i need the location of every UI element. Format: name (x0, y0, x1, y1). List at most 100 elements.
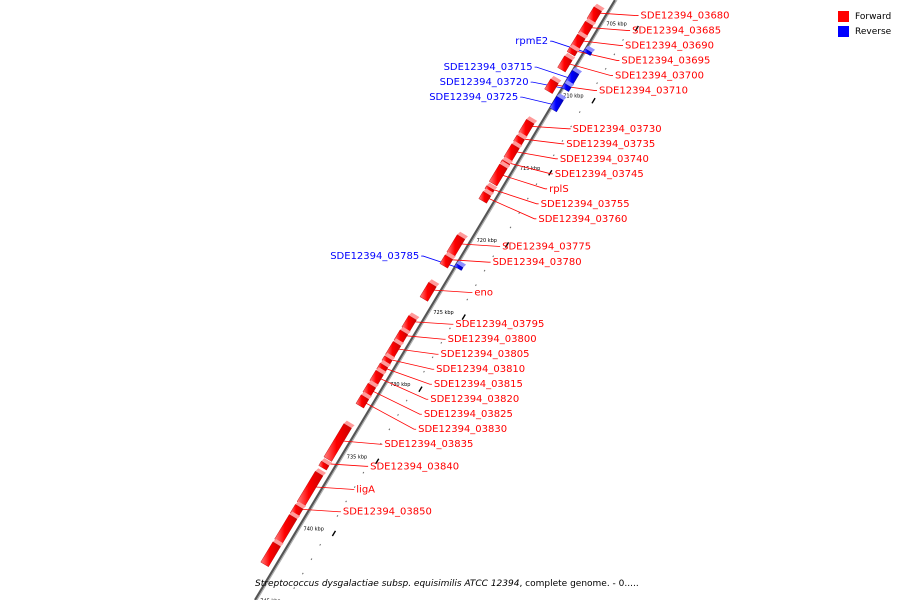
SDE12394_03725-gene[interactable] (549, 93, 567, 113)
gene-label[interactable]: ligA (356, 484, 375, 495)
gene-body (355, 394, 370, 409)
gene-body (419, 282, 437, 302)
minor-tick (578, 111, 581, 114)
SDE12394_03760-gene[interactable] (478, 188, 494, 204)
SDE12394_03840-gene[interactable] (318, 458, 333, 471)
gene-label[interactable]: SDE12394_03795 (455, 319, 544, 330)
gene-body (518, 119, 535, 138)
label-leader-line (333, 439, 383, 445)
SDE12394_03775-gene[interactable] (446, 231, 468, 257)
gene-label[interactable]: SDE12394_03685 (632, 26, 721, 37)
minor-tick (622, 39, 624, 41)
gene-label[interactable]: rplS (549, 184, 569, 195)
gene-body (446, 234, 466, 257)
legend-label-forward: Forward (855, 11, 892, 22)
gene-label[interactable]: SDE12394_03775 (502, 241, 591, 252)
gene-label[interactable]: SDE12394_03760 (538, 214, 627, 225)
gene-label[interactable]: SDE12394_03735 (566, 139, 655, 150)
gene-label[interactable]: SDE12394_03800 (448, 334, 537, 345)
rpmE2-gene[interactable] (583, 45, 596, 56)
SDE12394_03755-gene[interactable] (484, 182, 498, 194)
gene-top-face (526, 116, 538, 124)
minor-tick (345, 500, 347, 503)
gene-top-face (569, 44, 581, 52)
major-tick (591, 97, 596, 104)
SDE12394_03720-gene[interactable] (561, 80, 575, 92)
gene-label[interactable]: SDE12394_03700 (615, 71, 704, 82)
tick-label: 710 kbp (563, 94, 583, 100)
gene-label[interactable]: rpmE2 (515, 36, 548, 47)
gene-top-face (486, 182, 498, 191)
label-leader-line (515, 137, 565, 145)
gene-label[interactable]: SDE12394_03730 (573, 124, 662, 135)
gene-label[interactable]: SDE12394_03805 (441, 349, 530, 360)
gene-top-face (564, 80, 575, 88)
gene-label[interactable]: SDE12394_03830 (418, 424, 507, 435)
SDE12394_03695-gene[interactable] (566, 44, 581, 57)
gene-label[interactable]: SDE12394_03680 (641, 11, 730, 22)
gene-label[interactable]: SDE12394_03690 (625, 41, 714, 52)
label-leader-line (378, 365, 432, 385)
gene-label[interactable]: SDE12394_03850 (343, 507, 432, 518)
SDE12394_03740-gene[interactable] (503, 140, 523, 162)
gene-label[interactable]: SDE12394_03710 (599, 86, 688, 97)
tick-label: 745 kbp (260, 599, 280, 600)
gene-top-face (572, 67, 583, 75)
rplS-gene[interactable] (488, 161, 511, 187)
gene-label[interactable]: SDE12394_03725 (429, 92, 518, 103)
gene-label[interactable]: SDE12394_03785 (330, 251, 419, 262)
gene-label[interactable]: SDE12394_03740 (560, 154, 649, 165)
SDE12394_03680-gene[interactable] (586, 3, 605, 24)
label-leader-line (501, 160, 553, 175)
major-tick (548, 169, 553, 176)
unnamed-gene[interactable] (274, 511, 301, 544)
gene-label[interactable]: SDE12394_03825 (424, 409, 513, 420)
label-leader-line (389, 347, 439, 355)
gene-top-face (321, 458, 333, 466)
gene-label[interactable]: SDE12394_03780 (493, 257, 582, 268)
gene-top-face (428, 279, 440, 287)
minor-tick (440, 341, 443, 344)
SDE12394_03700-gene[interactable] (557, 52, 576, 73)
major-tick (504, 242, 510, 248)
SDE12394_03795-gene[interactable] (401, 312, 420, 332)
gene-label[interactable]: SDE12394_03715 (444, 62, 533, 73)
gene-label[interactable]: SDE12394_03835 (384, 439, 473, 450)
gene-label[interactable]: SDE12394_03720 (440, 77, 529, 88)
minor-tick (405, 399, 408, 402)
legend-item-forward[interactable]: Forward (838, 9, 891, 24)
label-leader-line (383, 357, 435, 370)
gene-label[interactable]: SDE12394_03755 (541, 199, 630, 210)
gene-label[interactable]: SDE12394_03695 (621, 56, 710, 67)
gene-body (561, 82, 572, 92)
legend-item-reverse[interactable]: Reverse (838, 24, 891, 39)
ligA-gene[interactable] (296, 468, 326, 507)
unnamed-gene[interactable] (260, 538, 284, 568)
eno-gene[interactable] (419, 279, 440, 302)
gene-top-face (502, 156, 513, 165)
SDE12394_03835-gene[interactable] (323, 420, 355, 462)
SDE12394_03780-gene[interactable] (439, 251, 456, 269)
gene-label[interactable]: SDE12394_03815 (434, 379, 523, 390)
SDE12394_03810-gene[interactable] (381, 352, 396, 366)
gene-top-face (556, 93, 567, 101)
label-leader-line (365, 387, 422, 415)
gene-top-face (400, 326, 411, 335)
label-leader-line (397, 334, 446, 340)
gene-label[interactable]: SDE12394_03745 (555, 169, 644, 180)
SDE12394_03820-gene[interactable] (369, 367, 387, 386)
SDE12394_03710-gene[interactable] (544, 75, 562, 94)
gene-label[interactable]: eno (474, 287, 493, 298)
gene-label[interactable]: SDE12394_03810 (436, 364, 525, 375)
label-leader-line (520, 96, 561, 107)
SDE12394_03735-gene[interactable] (513, 132, 528, 146)
gene-top-face (393, 338, 404, 347)
gene-label[interactable]: SDE12394_03820 (430, 394, 519, 405)
SDE12394_03830-gene[interactable] (355, 391, 372, 409)
SDE12394_03730-gene[interactable] (518, 116, 538, 138)
SDE12394_03785-gene[interactable] (454, 260, 467, 271)
gene-body (586, 6, 602, 24)
gene-label[interactable]: SDE12394_03840 (370, 461, 459, 472)
